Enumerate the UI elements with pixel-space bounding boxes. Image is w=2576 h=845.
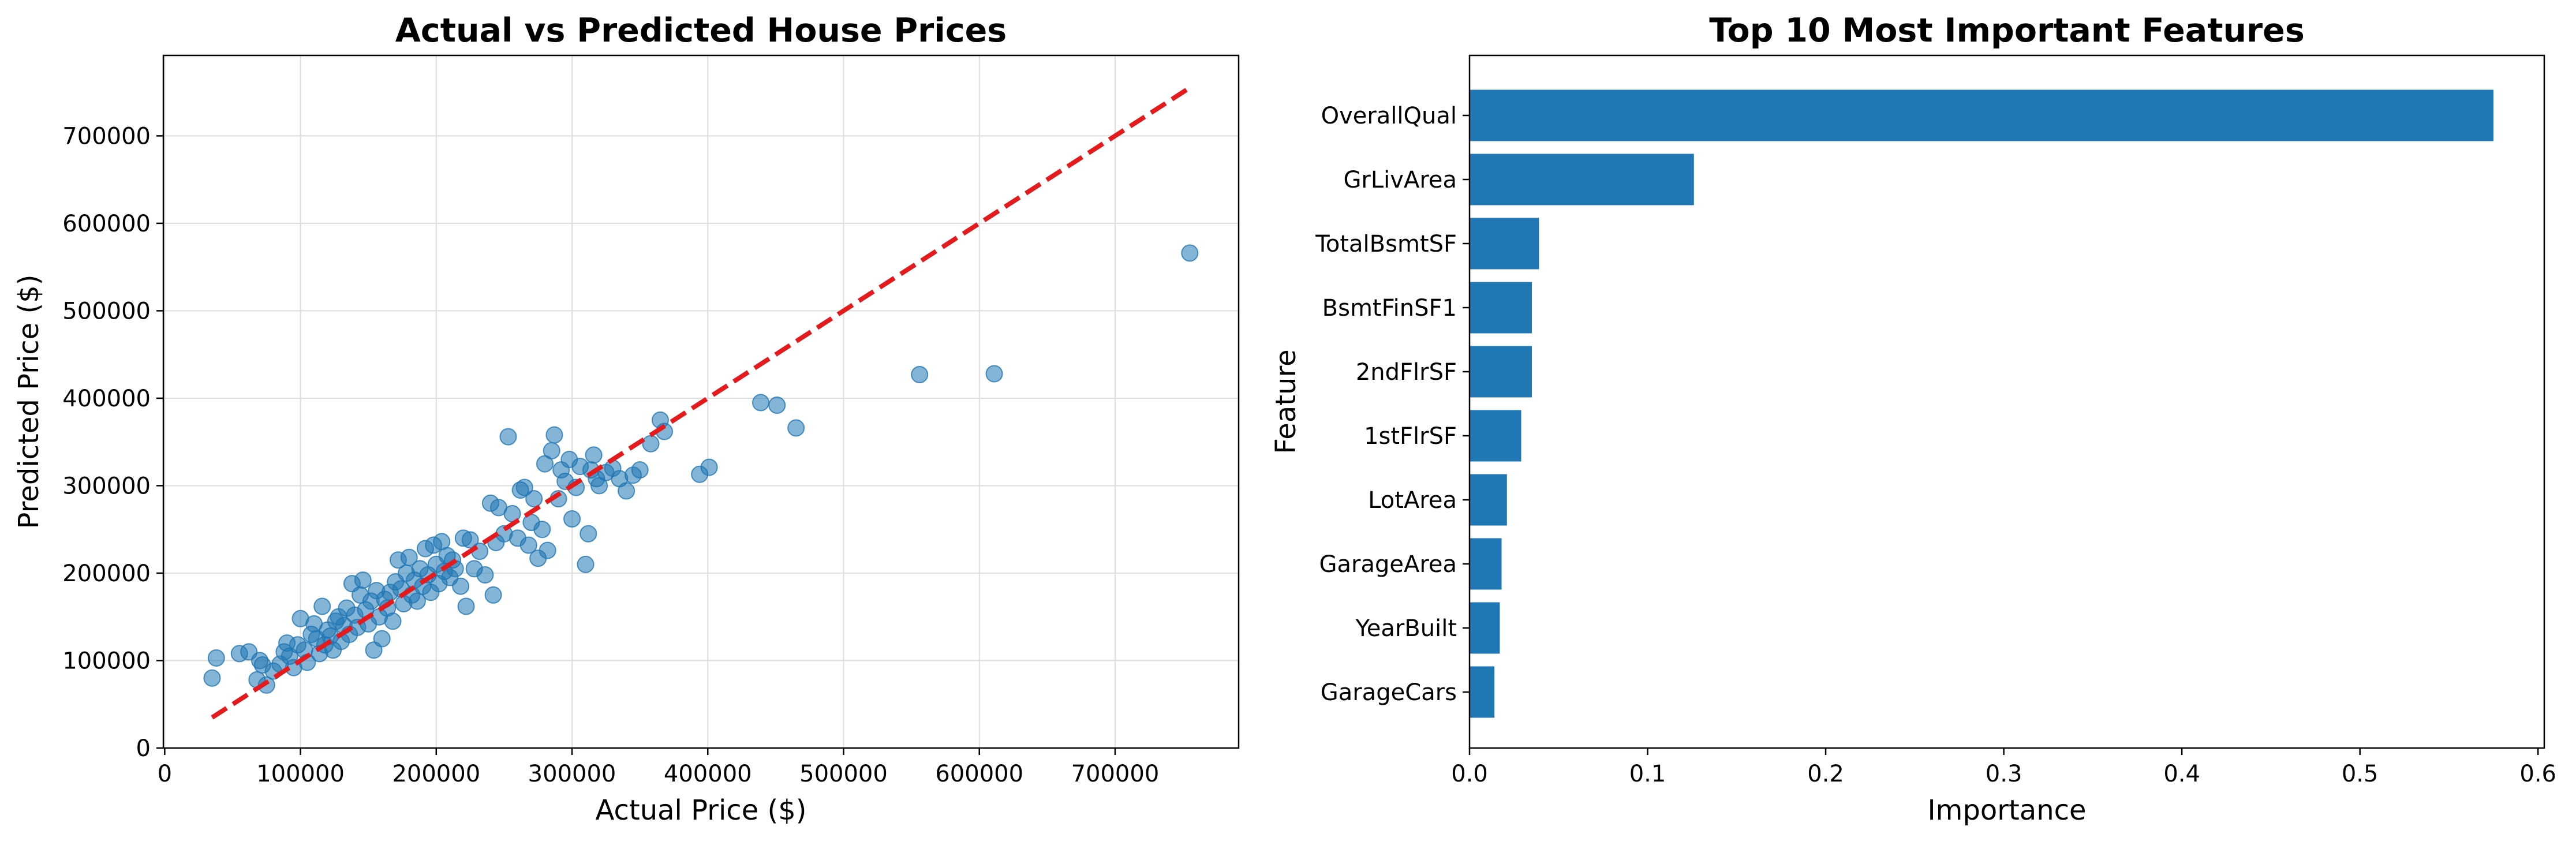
scatter-point: [911, 366, 929, 384]
scatter-point: [700, 458, 718, 476]
feature-label: YearBuilt: [1355, 615, 1457, 642]
feature-importance-chart: 0.0 0.1 0.2 0.3 0.4 0.5 0.6 OverallQual GrLivAr…: [1270, 12, 2556, 827]
scatter-point: [545, 426, 563, 444]
scatter-chart: 0 100000 200000 300000 400000 500000 600000 700…: [13, 12, 1240, 827]
importance-bar: [1470, 410, 1521, 462]
scatter-point: [539, 541, 556, 559]
scatter-y-ticks: 0 100000 200000 300000 400000 500000 600000 700…: [62, 123, 163, 762]
importance-bar: [1470, 346, 1532, 398]
feature-label: LotArea: [1368, 487, 1457, 514]
scatter-point: [373, 630, 391, 648]
feature-label: GarageCars: [1321, 679, 1457, 706]
scatter-point: [752, 394, 769, 412]
importance-bar: [1470, 282, 1532, 334]
bar-x-tick-label: 0.2: [1807, 761, 1844, 787]
scatter-point: [787, 419, 805, 437]
scatter-plot-frame: [162, 54, 1240, 749]
scatter-point: [1181, 244, 1199, 262]
importance-bar: [1470, 218, 1539, 270]
scatter-point: [577, 555, 595, 573]
bar-x-tick-label: 0.6: [2519, 761, 2556, 787]
feature-label: OverallQual: [1321, 103, 1457, 129]
scatter-title: Actual vs Predicted House Prices: [395, 12, 1007, 50]
bar-x-ticks: 0.0 0.1 0.2 0.3 0.4 0.5 0.6: [1451, 748, 2556, 787]
scatter-point: [563, 510, 581, 528]
feature-label: GrLivArea: [1343, 167, 1457, 193]
scatter-x-tick-label: 0: [158, 761, 172, 787]
bar-x-axis-label: Importance: [1927, 794, 2086, 827]
scatter-y-tick-label: 0: [136, 735, 151, 762]
bar-x-tick-label: 0.4: [2163, 761, 2200, 787]
scatter-point: [631, 461, 649, 479]
scatter-y-tick-label: 600000: [62, 211, 151, 237]
scatter-y-tick-label: 300000: [62, 473, 151, 499]
scatter-point: [207, 649, 225, 667]
importance-bar: [1470, 474, 1507, 526]
importance-bar: [1470, 154, 1694, 205]
scatter-point: [484, 586, 502, 604]
scatter-y-tick-label: 100000: [62, 648, 151, 674]
importance-bar: [1470, 666, 1495, 718]
scatter-point: [203, 669, 221, 687]
scatter-point: [457, 597, 475, 615]
scatter-point: [585, 446, 603, 464]
scatter-point: [543, 442, 560, 459]
bar-y-axis-label: Feature: [1270, 349, 1302, 454]
scatter-point: [476, 566, 494, 584]
scatter-point: [400, 548, 418, 566]
scatter-y-tick-label: 500000: [62, 298, 151, 324]
scatter-point: [313, 597, 331, 615]
scatter-y-tick-label: 700000: [62, 123, 151, 149]
importance-bars: [1470, 89, 2494, 718]
bar-x-tick-label: 0.3: [1986, 761, 2022, 787]
feature-label: TotalBsmtSF: [1315, 231, 1457, 257]
importance-bar: [1470, 602, 1500, 654]
scatter-x-tick-label: 500000: [799, 761, 888, 787]
scatter-point: [642, 435, 660, 453]
scatter-point: [525, 490, 543, 508]
scatter-point: [533, 521, 551, 539]
scatter-point: [768, 397, 786, 414]
feature-label: BsmtFinSF1: [1322, 295, 1457, 321]
scatter-point: [985, 365, 1003, 383]
scatter-x-tick-label: 700000: [1071, 761, 1160, 787]
feature-label: GarageArea: [1319, 551, 1457, 578]
scatter-x-tick-label: 100000: [256, 761, 345, 787]
importance-bar: [1470, 89, 2494, 141]
bar-title: Top 10 Most Important Features: [1709, 12, 2305, 50]
scatter-point: [519, 536, 537, 554]
scatter-y-tick-label: 200000: [62, 560, 151, 587]
scatter-point: [461, 531, 479, 549]
scatter-x-tick-label: 300000: [528, 761, 616, 787]
feature-label: 2ndFlrSF: [1356, 359, 1457, 386]
scatter-point: [384, 612, 402, 630]
scatter-y-tick-label: 400000: [62, 386, 151, 412]
scatter-point: [354, 571, 372, 589]
importance-bar: [1470, 538, 1502, 590]
scatter-y-axis-label: Predicted Price ($): [13, 275, 45, 529]
scatter-x-ticks: 0 100000 200000 300000 400000 500000 600000 700…: [158, 748, 1160, 787]
bar-y-ticks: OverallQual GrLivArea TotalBsmtSF BsmtFinSF…: [1315, 103, 1470, 706]
scatter-x-axis-label: Actual Price ($): [596, 794, 807, 827]
bar-x-tick-label: 0.0: [1451, 761, 1488, 787]
scatter-point: [452, 577, 470, 595]
bar-plot-frame: [1468, 54, 2545, 749]
scatter-point: [579, 525, 597, 543]
feature-label: 1stFlrSF: [1364, 423, 1457, 450]
bar-x-tick-label: 0.1: [1629, 761, 1666, 787]
scatter-x-tick-label: 400000: [664, 761, 752, 787]
scatter-x-tick-label: 600000: [935, 761, 1023, 787]
scatter-point: [499, 428, 517, 446]
scatter-point: [515, 478, 533, 496]
bar-x-tick-label: 0.5: [2342, 761, 2379, 787]
ideal-fit-line: [211, 85, 1191, 720]
scatter-point: [618, 482, 635, 500]
scatter-point: [408, 592, 426, 610]
scatter-x-tick-label: 200000: [392, 761, 480, 787]
